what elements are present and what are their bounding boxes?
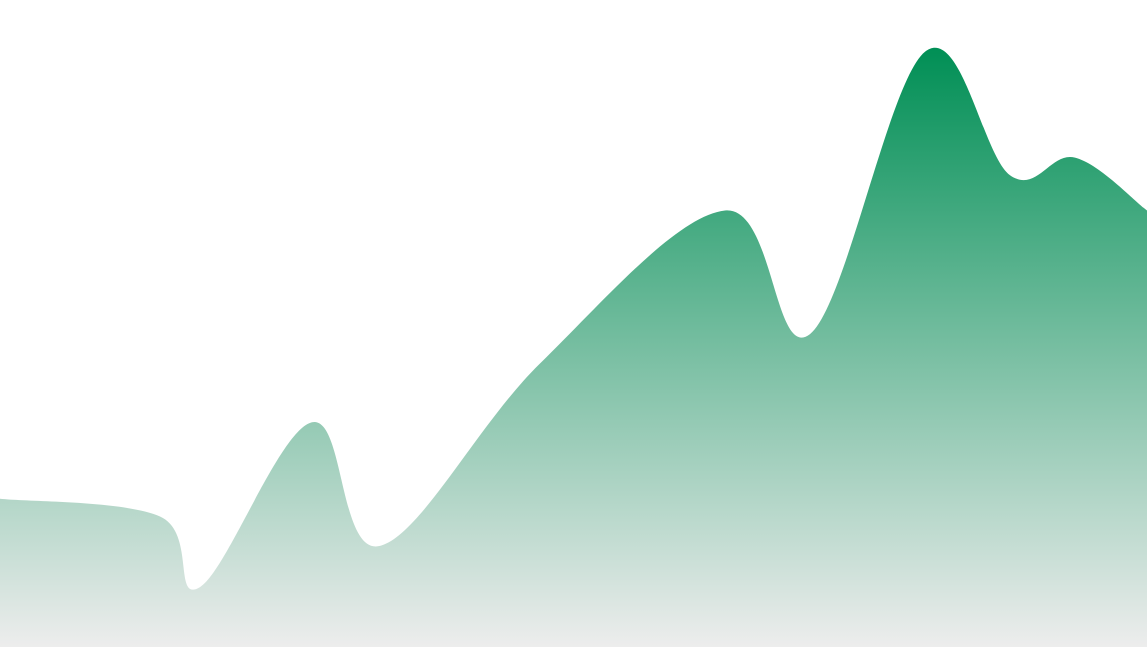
area-layer [0, 47, 1147, 647]
area-series [0, 47, 1147, 647]
